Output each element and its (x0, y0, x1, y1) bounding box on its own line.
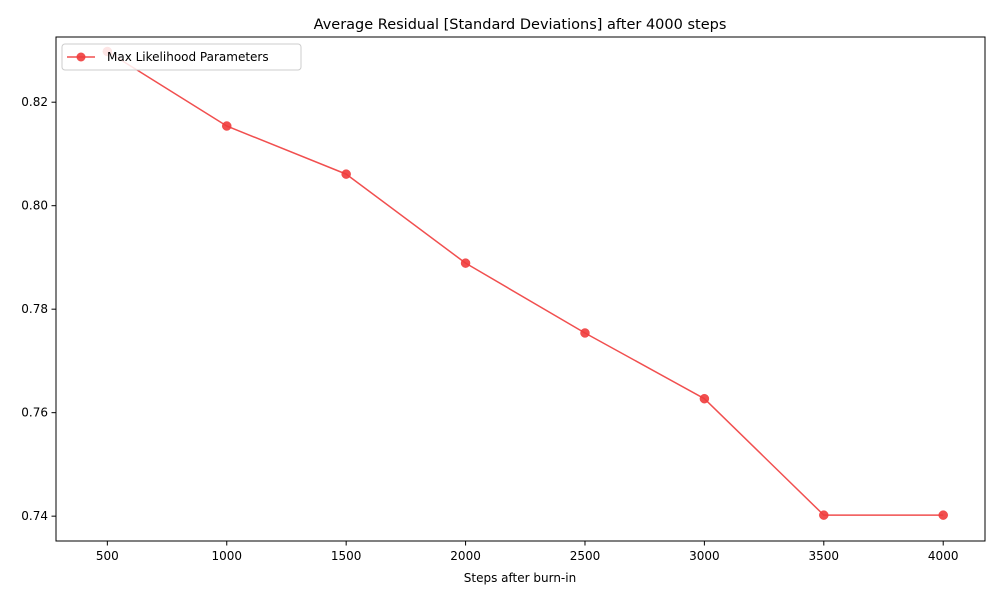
x-tick-label: 4000 (928, 549, 959, 563)
series-line (106, 50, 944, 516)
y-axis: 0.74 0.76 0.78 0.80 0.82 (21, 95, 56, 523)
x-tick-label: 1500 (331, 549, 362, 563)
chart-title: Average Residual [Standard Deviations] a… (314, 17, 727, 33)
legend-label: Max Likelihood Parameters (107, 50, 269, 64)
data-point (222, 121, 232, 131)
x-tick-label: 500 (96, 549, 119, 563)
y-tick-label: 0.78 (21, 302, 48, 316)
y-tick-label: 0.82 (21, 95, 48, 109)
x-tick-label: 1000 (211, 549, 242, 563)
data-point (460, 258, 471, 268)
data-point (938, 510, 948, 520)
x-axis-label: Steps after burn-in (464, 571, 576, 585)
y-tick-label: 0.74 (21, 509, 48, 523)
data-point (819, 510, 829, 520)
legend: Max Likelihood Parameters (61, 43, 302, 71)
x-tick-label: 2500 (570, 549, 601, 563)
data-point (341, 169, 351, 179)
y-tick-label: 0.80 (21, 199, 48, 213)
plot-area (102, 46, 948, 520)
x-tick-label: 3000 (689, 549, 720, 563)
plot-frame (55, 36, 986, 542)
legend-box (61, 43, 302, 71)
data-point (580, 328, 590, 338)
x-axis: 500 1000 1500 2000 2500 3000 3500 4000 (96, 541, 959, 563)
legend-marker-swatch (76, 52, 86, 62)
data-point (699, 393, 710, 404)
x-tick-label: 2000 (450, 549, 481, 563)
x-tick-label: 3500 (809, 549, 840, 563)
y-tick-label: 0.76 (21, 406, 48, 420)
